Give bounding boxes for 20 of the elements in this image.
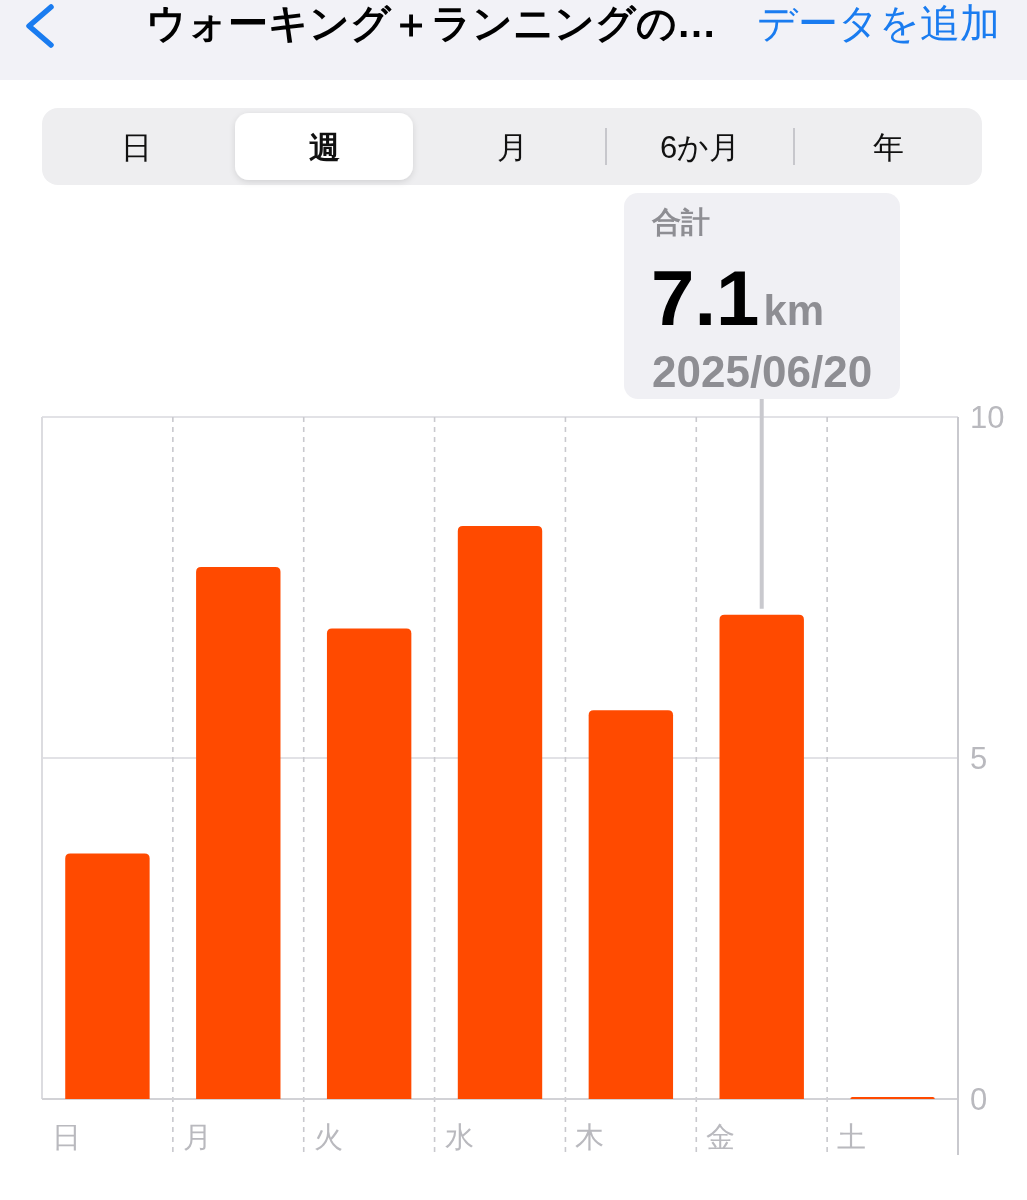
button-add-data: データを追加 (757, 1, 1000, 45)
x-tick-label: 火 (313, 1121, 343, 1153)
segment-label: 月 (496, 130, 528, 165)
x-tick-label: 日 (52, 1121, 81, 1153)
x-tick-label: 水 (444, 1121, 474, 1153)
tooltip-date: 2025/06/20 (652, 347, 873, 396)
segment-label: 6か月 (659, 130, 741, 165)
y-tick-label: 10 (970, 400, 1005, 435)
title: ウォーキング＋ランニングの… (145, 1, 717, 45)
x-tick-label: 木 (575, 1121, 605, 1153)
tooltip-heading: 合計 (652, 206, 710, 238)
segment-label: 日 (120, 130, 152, 165)
segment-label: 年 (872, 130, 904, 165)
x-tick-label: 土 (837, 1121, 867, 1153)
y-tick-label: 0 (970, 1082, 988, 1117)
segment-label: 週 (308, 130, 340, 165)
x-tick-label: 金 (706, 1121, 736, 1153)
y-tick-label: 5 (970, 741, 988, 776)
x-tick-label: 月 (182, 1121, 212, 1153)
tooltip-value: 7.1km (651, 254, 825, 342)
